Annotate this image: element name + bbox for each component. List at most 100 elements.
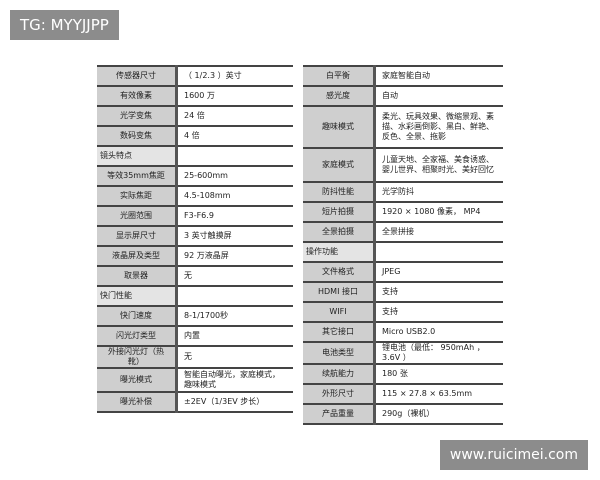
spec-value: 25-600mm bbox=[176, 166, 293, 187]
watermark-top: TG: MYYJJPP bbox=[10, 10, 119, 40]
spec-value: Micro USB2.0 bbox=[374, 322, 503, 343]
spec-row: 取景器无 bbox=[97, 266, 293, 287]
spec-row: 外形尺寸 115 × 27.8 × 63.5mm bbox=[303, 384, 503, 405]
spec-row: 数码变焦 4 倍 bbox=[97, 126, 293, 147]
spec-value: 支持 bbox=[374, 302, 503, 323]
section-row: 操作功能 bbox=[303, 242, 503, 263]
spec-value: ±2EV（1/3EV 步长） bbox=[176, 392, 293, 413]
spec-label: 闪光灯类型 bbox=[97, 326, 178, 347]
spec-label: 快门性能 bbox=[97, 286, 178, 307]
spec-label: 有效像素 bbox=[97, 86, 178, 107]
spec-value: 无 bbox=[176, 346, 293, 369]
spec-label: 电池类型 bbox=[303, 342, 376, 365]
spec-label: 白平衡 bbox=[303, 66, 376, 87]
spec-label: 文件格式 bbox=[303, 262, 376, 283]
spec-label: HDMI 接口 bbox=[303, 282, 376, 303]
spec-label: 短片拍摄 bbox=[303, 202, 376, 223]
spec-value: 光学防抖 bbox=[374, 182, 503, 203]
spec-value: 8-1/1700秒 bbox=[176, 306, 293, 327]
spec-row: 等效35mm焦距 25-600mm bbox=[97, 166, 293, 187]
spec-value: 柔光、玩具效果、微缩景观、素描、水彩画倒影、黑白、鲜艳、反色、全景、拖影 bbox=[374, 106, 503, 149]
watermark-bottom: www.ruicimei.com bbox=[439, 440, 588, 470]
spec-label: 曝光补偿 bbox=[97, 392, 178, 413]
spec-label: 曝光模式 bbox=[97, 368, 178, 393]
spec-value: 115 × 27.8 × 63.5mm bbox=[374, 384, 503, 405]
spec-label: 家庭模式 bbox=[303, 148, 376, 183]
spec-value: 180 张 bbox=[374, 364, 503, 385]
spec-value: 4.5-108mm bbox=[176, 186, 293, 207]
section-row: 快门性能 bbox=[97, 286, 293, 307]
spec-row: 短片拍摄 1920 × 1080 像素， MP4 bbox=[303, 202, 503, 223]
spec-row: 电池类型 锂电池（最低： 950mAh ， 3.6V ） bbox=[303, 342, 503, 365]
spec-value: 全景拼接 bbox=[374, 222, 503, 243]
spec-value: 24 倍 bbox=[176, 106, 293, 127]
spec-value: 4 倍 bbox=[176, 126, 293, 147]
spec-table-right: 白平衡 家庭智能自动 感光度 自动 趣味模式 柔光、玩具效果、微缩景观、素描、水彩画倒影、… bbox=[303, 65, 503, 425]
spec-label: 取景器 bbox=[97, 266, 178, 287]
spec-row: 快门速度 8-1/1700秒 bbox=[97, 306, 293, 327]
spec-label: 快门速度 bbox=[97, 306, 178, 327]
spec-row: 感光度 自动 bbox=[303, 86, 503, 107]
spec-value: JPEG bbox=[374, 262, 503, 283]
section-row: 镜头特点 bbox=[97, 146, 293, 167]
spec-value: 儿童天地、全家福、美食诱惑、婴儿世界、相聚时光、美好回忆 bbox=[374, 148, 503, 183]
spec-row: 其它接口 Micro USB2.0 bbox=[303, 322, 503, 343]
spec-label: 其它接口 bbox=[303, 322, 376, 343]
spec-row: WIFI 支持 bbox=[303, 302, 503, 323]
spec-label: 续航能力 bbox=[303, 364, 376, 385]
spec-label: 感光度 bbox=[303, 86, 376, 107]
spec-value: 3 英寸触摸屏 bbox=[176, 226, 293, 247]
spec-row: 液晶屏及类型 92 万液晶屏 bbox=[97, 246, 293, 267]
spec-label: WIFI bbox=[303, 302, 376, 323]
spec-value: 92 万液晶屏 bbox=[176, 246, 293, 267]
spec-value: 1600 万 bbox=[176, 86, 293, 107]
spec-row: 曝光模式 智能自动曝光，家庭模式，趣味模式 bbox=[97, 368, 293, 393]
spec-value: 支持 bbox=[374, 282, 503, 303]
spec-row: 家庭模式 儿童天地、全家福、美食诱惑、婴儿世界、相聚时光、美好回忆 bbox=[303, 148, 503, 183]
spec-value bbox=[176, 146, 293, 167]
spec-value: （ 1/2.3 ）英寸 bbox=[176, 66, 293, 87]
spec-row: 传感器尺寸（ 1/2.3 ）英寸 bbox=[97, 66, 293, 87]
spec-row: 全景拍摄 全景拼接 bbox=[303, 222, 503, 243]
spec-value: F3-F6.9 bbox=[176, 206, 293, 227]
spec-row: 续航能力 180 张 bbox=[303, 364, 503, 385]
spec-value: 无 bbox=[176, 266, 293, 287]
spec-row: 文件格式 JPEG bbox=[303, 262, 503, 283]
spec-row: 曝光补偿 ±2EV（1/3EV 步长） bbox=[97, 392, 293, 413]
spec-row: 白平衡 家庭智能自动 bbox=[303, 66, 503, 87]
spec-label: 显示屏尺寸 bbox=[97, 226, 178, 247]
spec-value: 锂电池（最低： 950mAh ， 3.6V ） bbox=[374, 342, 503, 365]
spec-label: 操作功能 bbox=[303, 242, 376, 263]
spec-label: 趣味模式 bbox=[303, 106, 376, 149]
spec-row: 防抖性能 光学防抖 bbox=[303, 182, 503, 203]
spec-row: 光学变焦 24 倍 bbox=[97, 106, 293, 127]
spec-value: 家庭智能自动 bbox=[374, 66, 503, 87]
spec-label: 光圈范围 bbox=[97, 206, 178, 227]
spec-value: 智能自动曝光，家庭模式，趣味模式 bbox=[176, 368, 293, 393]
spec-row: 产品重量 290g（裸机） bbox=[303, 404, 503, 425]
spec-label: 等效35mm焦距 bbox=[97, 166, 178, 187]
spec-label: 传感器尺寸 bbox=[97, 66, 178, 87]
spec-label: 镜头特点 bbox=[97, 146, 178, 167]
spec-row: 显示屏尺寸 3 英寸触摸屏 bbox=[97, 226, 293, 247]
spec-label: 产品重量 bbox=[303, 404, 376, 425]
spec-label: 外形尺寸 bbox=[303, 384, 376, 405]
spec-row: 光圈范围 F3-F6.9 bbox=[97, 206, 293, 227]
spec-table-left: 传感器尺寸（ 1/2.3 ）英寸 有效像素 1600 万光学变焦 24 倍数码变焦 4 … bbox=[97, 65, 293, 413]
spec-label: 实际焦距 bbox=[97, 186, 178, 207]
spec-row: HDMI 接口 支持 bbox=[303, 282, 503, 303]
spec-value: 290g（裸机） bbox=[374, 404, 503, 425]
spec-value bbox=[374, 242, 503, 263]
spec-label: 液晶屏及类型 bbox=[97, 246, 178, 267]
spec-row: 有效像素 1600 万 bbox=[97, 86, 293, 107]
spec-label: 光学变焦 bbox=[97, 106, 178, 127]
spec-label: 全景拍摄 bbox=[303, 222, 376, 243]
spec-row: 闪光灯类型 内置 bbox=[97, 326, 293, 347]
spec-value: 自动 bbox=[374, 86, 503, 107]
spec-value bbox=[176, 286, 293, 307]
spec-row: 实际焦距 4.5-108mm bbox=[97, 186, 293, 207]
spec-value: 内置 bbox=[176, 326, 293, 347]
spec-label: 数码变焦 bbox=[97, 126, 178, 147]
spec-value: 1920 × 1080 像素， MP4 bbox=[374, 202, 503, 223]
spec-row: 外接闪光灯（热靴）无 bbox=[97, 346, 293, 369]
